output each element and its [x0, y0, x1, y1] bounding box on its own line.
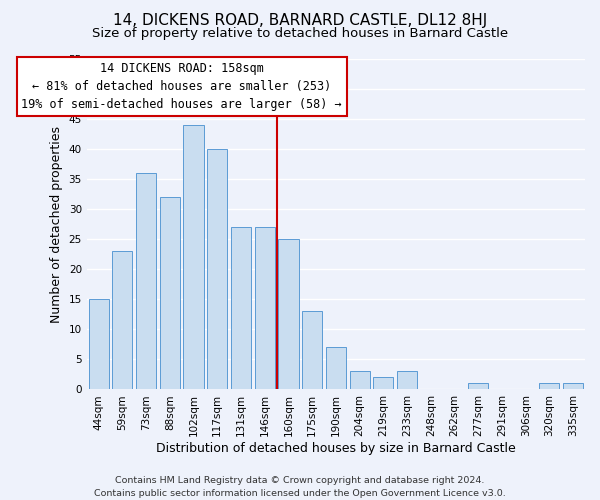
Text: Contains HM Land Registry data © Crown copyright and database right 2024.
Contai: Contains HM Land Registry data © Crown c… [94, 476, 506, 498]
Bar [397, 372, 417, 390]
Bar [160, 197, 180, 390]
Bar [563, 384, 583, 390]
Bar [184, 125, 203, 390]
Bar [468, 384, 488, 390]
Bar [89, 300, 109, 390]
Text: 14, DICKENS ROAD, BARNARD CASTLE, DL12 8HJ: 14, DICKENS ROAD, BARNARD CASTLE, DL12 8… [113, 12, 487, 28]
Bar [207, 149, 227, 390]
Text: 14 DICKENS ROAD: 158sqm
← 81% of detached houses are smaller (253)
19% of semi-d: 14 DICKENS ROAD: 158sqm ← 81% of detache… [22, 62, 342, 111]
Y-axis label: Number of detached properties: Number of detached properties [50, 126, 63, 322]
Bar [136, 173, 156, 390]
X-axis label: Distribution of detached houses by size in Barnard Castle: Distribution of detached houses by size … [156, 442, 516, 455]
Text: Size of property relative to detached houses in Barnard Castle: Size of property relative to detached ho… [92, 28, 508, 40]
Bar [112, 252, 133, 390]
Bar [231, 227, 251, 390]
Bar [278, 240, 299, 390]
Bar [373, 378, 394, 390]
Bar [350, 372, 370, 390]
Bar [539, 384, 559, 390]
Bar [254, 227, 275, 390]
Bar [326, 348, 346, 390]
Bar [302, 312, 322, 390]
